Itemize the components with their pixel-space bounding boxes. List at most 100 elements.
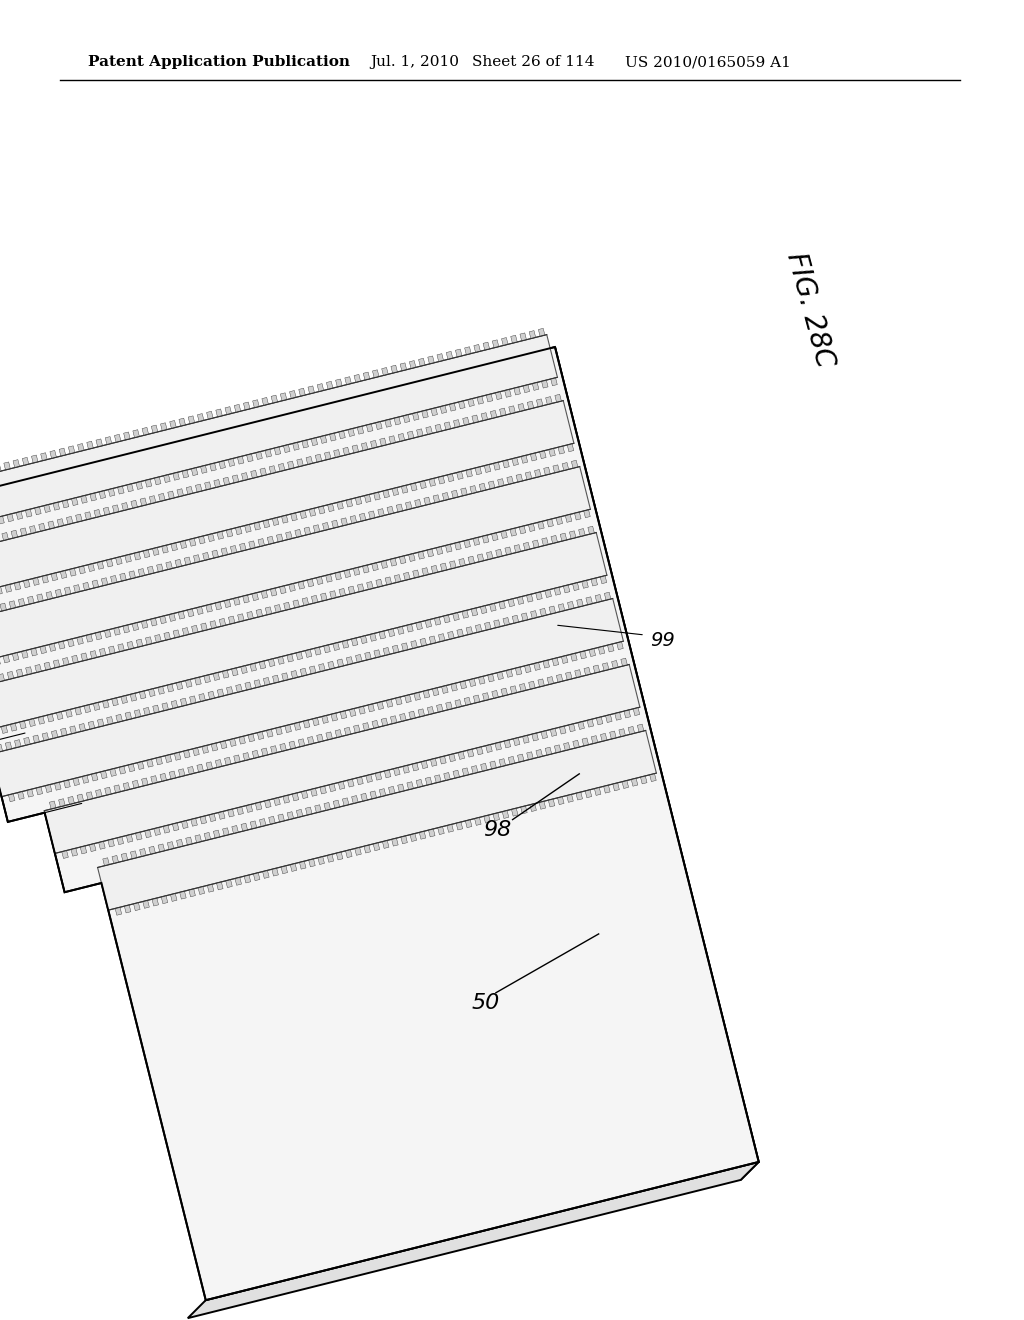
Polygon shape xyxy=(440,405,446,413)
Polygon shape xyxy=(339,430,345,438)
Polygon shape xyxy=(464,540,470,548)
Polygon shape xyxy=(499,759,506,767)
Polygon shape xyxy=(62,657,69,665)
Polygon shape xyxy=(56,711,63,719)
Polygon shape xyxy=(71,849,78,857)
Polygon shape xyxy=(375,772,382,780)
Polygon shape xyxy=(98,841,105,849)
Polygon shape xyxy=(403,414,410,422)
Polygon shape xyxy=(289,741,296,748)
Polygon shape xyxy=(145,479,152,487)
Polygon shape xyxy=(176,681,183,689)
Polygon shape xyxy=(4,462,10,470)
Polygon shape xyxy=(272,675,280,684)
Polygon shape xyxy=(244,403,250,411)
Polygon shape xyxy=(117,837,124,845)
Polygon shape xyxy=(135,832,142,840)
Polygon shape xyxy=(109,645,115,653)
Polygon shape xyxy=(520,805,527,814)
Polygon shape xyxy=(435,424,441,432)
Polygon shape xyxy=(400,836,408,843)
Polygon shape xyxy=(348,586,354,594)
Polygon shape xyxy=(47,714,54,722)
Polygon shape xyxy=(614,713,622,721)
Polygon shape xyxy=(151,776,158,784)
Polygon shape xyxy=(468,399,474,407)
Polygon shape xyxy=(121,696,128,704)
Polygon shape xyxy=(512,615,519,623)
Polygon shape xyxy=(548,799,555,807)
Polygon shape xyxy=(438,634,445,642)
Polygon shape xyxy=(259,661,266,669)
Polygon shape xyxy=(344,727,351,735)
Polygon shape xyxy=(539,801,546,809)
Polygon shape xyxy=(494,462,500,470)
Polygon shape xyxy=(272,517,279,525)
Polygon shape xyxy=(305,807,312,814)
Polygon shape xyxy=(386,700,393,708)
Polygon shape xyxy=(532,383,539,391)
Polygon shape xyxy=(394,574,400,582)
Polygon shape xyxy=(333,800,340,808)
Polygon shape xyxy=(458,751,465,759)
Polygon shape xyxy=(547,519,553,527)
Polygon shape xyxy=(178,768,185,776)
Polygon shape xyxy=(53,502,59,511)
Polygon shape xyxy=(579,528,585,536)
Polygon shape xyxy=(23,457,29,466)
Polygon shape xyxy=(77,636,83,644)
Polygon shape xyxy=(79,566,85,574)
Polygon shape xyxy=(227,809,234,817)
Polygon shape xyxy=(45,784,52,792)
Polygon shape xyxy=(395,697,402,705)
Polygon shape xyxy=(276,535,283,543)
Polygon shape xyxy=(396,504,402,512)
Polygon shape xyxy=(342,640,349,648)
Polygon shape xyxy=(238,614,244,622)
Polygon shape xyxy=(380,438,386,446)
Polygon shape xyxy=(268,816,275,824)
Polygon shape xyxy=(317,384,324,392)
Polygon shape xyxy=(126,834,133,842)
Polygon shape xyxy=(430,758,437,767)
Polygon shape xyxy=(17,792,25,800)
Polygon shape xyxy=(180,540,186,549)
Polygon shape xyxy=(163,825,170,833)
Polygon shape xyxy=(231,668,239,676)
Polygon shape xyxy=(401,643,409,651)
Polygon shape xyxy=(68,639,74,647)
Polygon shape xyxy=(239,737,246,744)
Polygon shape xyxy=(260,469,266,477)
Polygon shape xyxy=(447,474,454,482)
Polygon shape xyxy=(158,843,165,851)
Polygon shape xyxy=(0,603,6,611)
Polygon shape xyxy=(616,642,624,649)
Polygon shape xyxy=(479,483,485,491)
Polygon shape xyxy=(346,656,353,665)
Polygon shape xyxy=(535,470,541,478)
Polygon shape xyxy=(384,770,391,777)
Polygon shape xyxy=(510,686,517,694)
Polygon shape xyxy=(468,556,474,564)
Polygon shape xyxy=(279,463,285,471)
Polygon shape xyxy=(245,524,251,532)
Polygon shape xyxy=(139,849,146,857)
Polygon shape xyxy=(311,595,317,603)
Polygon shape xyxy=(144,830,152,838)
Polygon shape xyxy=(341,517,347,525)
Polygon shape xyxy=(605,714,612,722)
Polygon shape xyxy=(161,422,167,430)
Polygon shape xyxy=(337,502,343,510)
Polygon shape xyxy=(523,384,529,392)
Polygon shape xyxy=(300,511,306,519)
Polygon shape xyxy=(60,570,67,578)
Polygon shape xyxy=(328,504,334,512)
Polygon shape xyxy=(106,717,114,725)
Polygon shape xyxy=(119,766,126,774)
Polygon shape xyxy=(60,729,68,737)
Polygon shape xyxy=(441,685,449,693)
Polygon shape xyxy=(14,582,20,590)
Polygon shape xyxy=(249,541,255,549)
Polygon shape xyxy=(313,525,319,533)
Polygon shape xyxy=(428,356,434,364)
